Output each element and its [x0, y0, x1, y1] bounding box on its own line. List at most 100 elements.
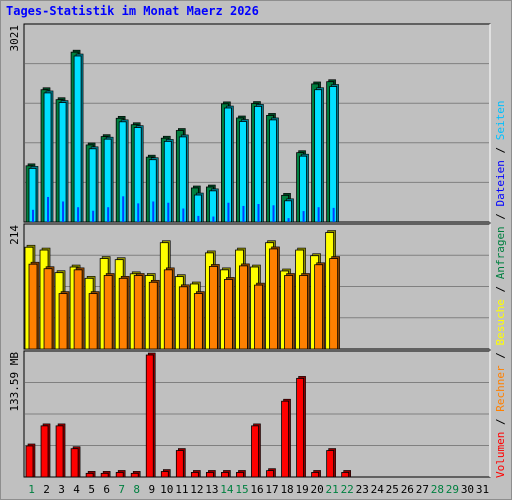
- bar-volumen: [281, 400, 289, 478]
- bar-volumen: [145, 354, 154, 478]
- x-tick-label: 12: [190, 483, 203, 496]
- bar-dateien: [73, 55, 82, 223]
- x-tick-label: 16: [250, 483, 263, 496]
- bar-volumen: [341, 472, 350, 478]
- bar-dateien: [329, 86, 338, 223]
- x-tick-label: 3: [58, 483, 65, 496]
- bar-seiten: [257, 204, 260, 222]
- x-tick-label: 21: [326, 483, 339, 496]
- bar-seiten: [272, 205, 275, 222]
- bar-volumen: [175, 450, 184, 478]
- bar-volumen: [205, 472, 214, 478]
- bar-seiten: [197, 215, 200, 222]
- x-tick-label: 2: [43, 483, 50, 496]
- x-tick-label: 31: [476, 483, 489, 496]
- bar-seiten: [287, 218, 290, 222]
- bar-rechner: [269, 248, 278, 350]
- x-tick-label: 22: [341, 483, 354, 496]
- bar-volumen: [221, 472, 229, 478]
- bar-volumen: [130, 472, 139, 478]
- bar-seiten: [137, 203, 140, 222]
- bar-volumen: [160, 471, 169, 478]
- legend-right: Volumen / Rechner / Besuche / Anfragen /…: [494, 100, 507, 478]
- x-tick-label: 5: [88, 483, 95, 496]
- legend-entry: /: [494, 412, 507, 432]
- bar-volumen: [311, 472, 320, 478]
- y-max-label-2: 214: [8, 225, 21, 245]
- bar-volumen: [40, 425, 49, 478]
- x-tick-label: 27: [416, 483, 429, 496]
- bar-seiten: [167, 202, 170, 222]
- y-max-label-1: 3021: [8, 25, 21, 52]
- bar-seiten: [122, 196, 125, 222]
- bar-seiten: [242, 205, 245, 222]
- bar-rechner: [208, 266, 218, 350]
- bar-rechner: [58, 293, 68, 350]
- x-tick-label: 20: [311, 483, 324, 496]
- legend-entry: Rechner: [494, 365, 507, 412]
- legend-entry: Seiten: [494, 100, 507, 140]
- bar-seiten: [317, 207, 320, 222]
- bar-rechner: [284, 275, 293, 350]
- bar-rechner: [103, 275, 113, 350]
- x-tick-label: 17: [265, 483, 278, 496]
- bar-rechner: [88, 293, 98, 350]
- bar-volumen: [25, 445, 34, 478]
- x-tick-label: 11: [175, 483, 188, 496]
- bar-seiten: [302, 211, 305, 222]
- bar-volumen: [55, 425, 64, 478]
- bar-seiten: [227, 202, 230, 222]
- legend-entry: /: [494, 346, 507, 366]
- bar-volumen: [326, 450, 335, 478]
- bar-seiten: [212, 216, 215, 222]
- bar-rechner: [193, 293, 203, 350]
- x-tick-label: 23: [356, 483, 369, 496]
- bar-seiten: [92, 210, 95, 222]
- legend-entry: Volumen: [494, 432, 507, 478]
- legend-entry: Besuche: [494, 299, 507, 345]
- bar-volumen: [85, 472, 94, 478]
- bar-seiten: [47, 196, 50, 222]
- bar-volumen: [296, 377, 304, 478]
- bar-seiten: [107, 207, 110, 222]
- legend-entry: /: [494, 140, 507, 160]
- x-tick-label: 7: [118, 483, 125, 496]
- x-tick-label: 19: [295, 483, 308, 496]
- x-tick-label: 28: [431, 483, 444, 496]
- x-tick-label: 4: [73, 483, 80, 496]
- bar-rechner: [329, 258, 339, 350]
- y-max-label-3: 133.59 MB: [8, 352, 21, 412]
- bar-seiten: [182, 208, 185, 222]
- x-tick-label: 14: [220, 483, 234, 496]
- bar-seiten: [332, 207, 335, 222]
- bar-rechner: [178, 286, 188, 350]
- bar-seiten: [152, 201, 155, 222]
- bar-seiten: [77, 207, 80, 222]
- legend-entry: Anfragen: [494, 226, 507, 279]
- bar-rechner: [43, 268, 53, 350]
- bar-volumen: [115, 472, 124, 478]
- x-tick-label: 1: [28, 483, 35, 496]
- bar-rechner: [239, 265, 248, 350]
- bar-rechner: [254, 284, 263, 350]
- legend-entry: Dateien: [494, 160, 507, 206]
- bar-volumen: [266, 470, 274, 478]
- bar-volumen: [251, 425, 259, 478]
- x-tick-label: 15: [235, 483, 248, 496]
- bar-volumen: [100, 472, 109, 478]
- x-tick-label: 6: [103, 483, 110, 496]
- x-tick-label: 8: [133, 483, 140, 496]
- bar-rechner: [299, 275, 308, 350]
- x-tick-label: 30: [461, 483, 474, 496]
- bar-volumen: [190, 472, 199, 478]
- x-tick-label: 10: [160, 483, 173, 496]
- legend-entry: /: [494, 206, 507, 226]
- x-tick-label: 13: [205, 483, 218, 496]
- bar-rechner: [73, 269, 83, 350]
- bar-rechner: [28, 263, 38, 350]
- x-tick-label: 26: [401, 483, 414, 496]
- chart-title: Tages-Statistik im Monat Maerz 2026: [6, 4, 259, 18]
- x-tick-label: 9: [148, 483, 155, 496]
- bar-rechner: [224, 279, 233, 350]
